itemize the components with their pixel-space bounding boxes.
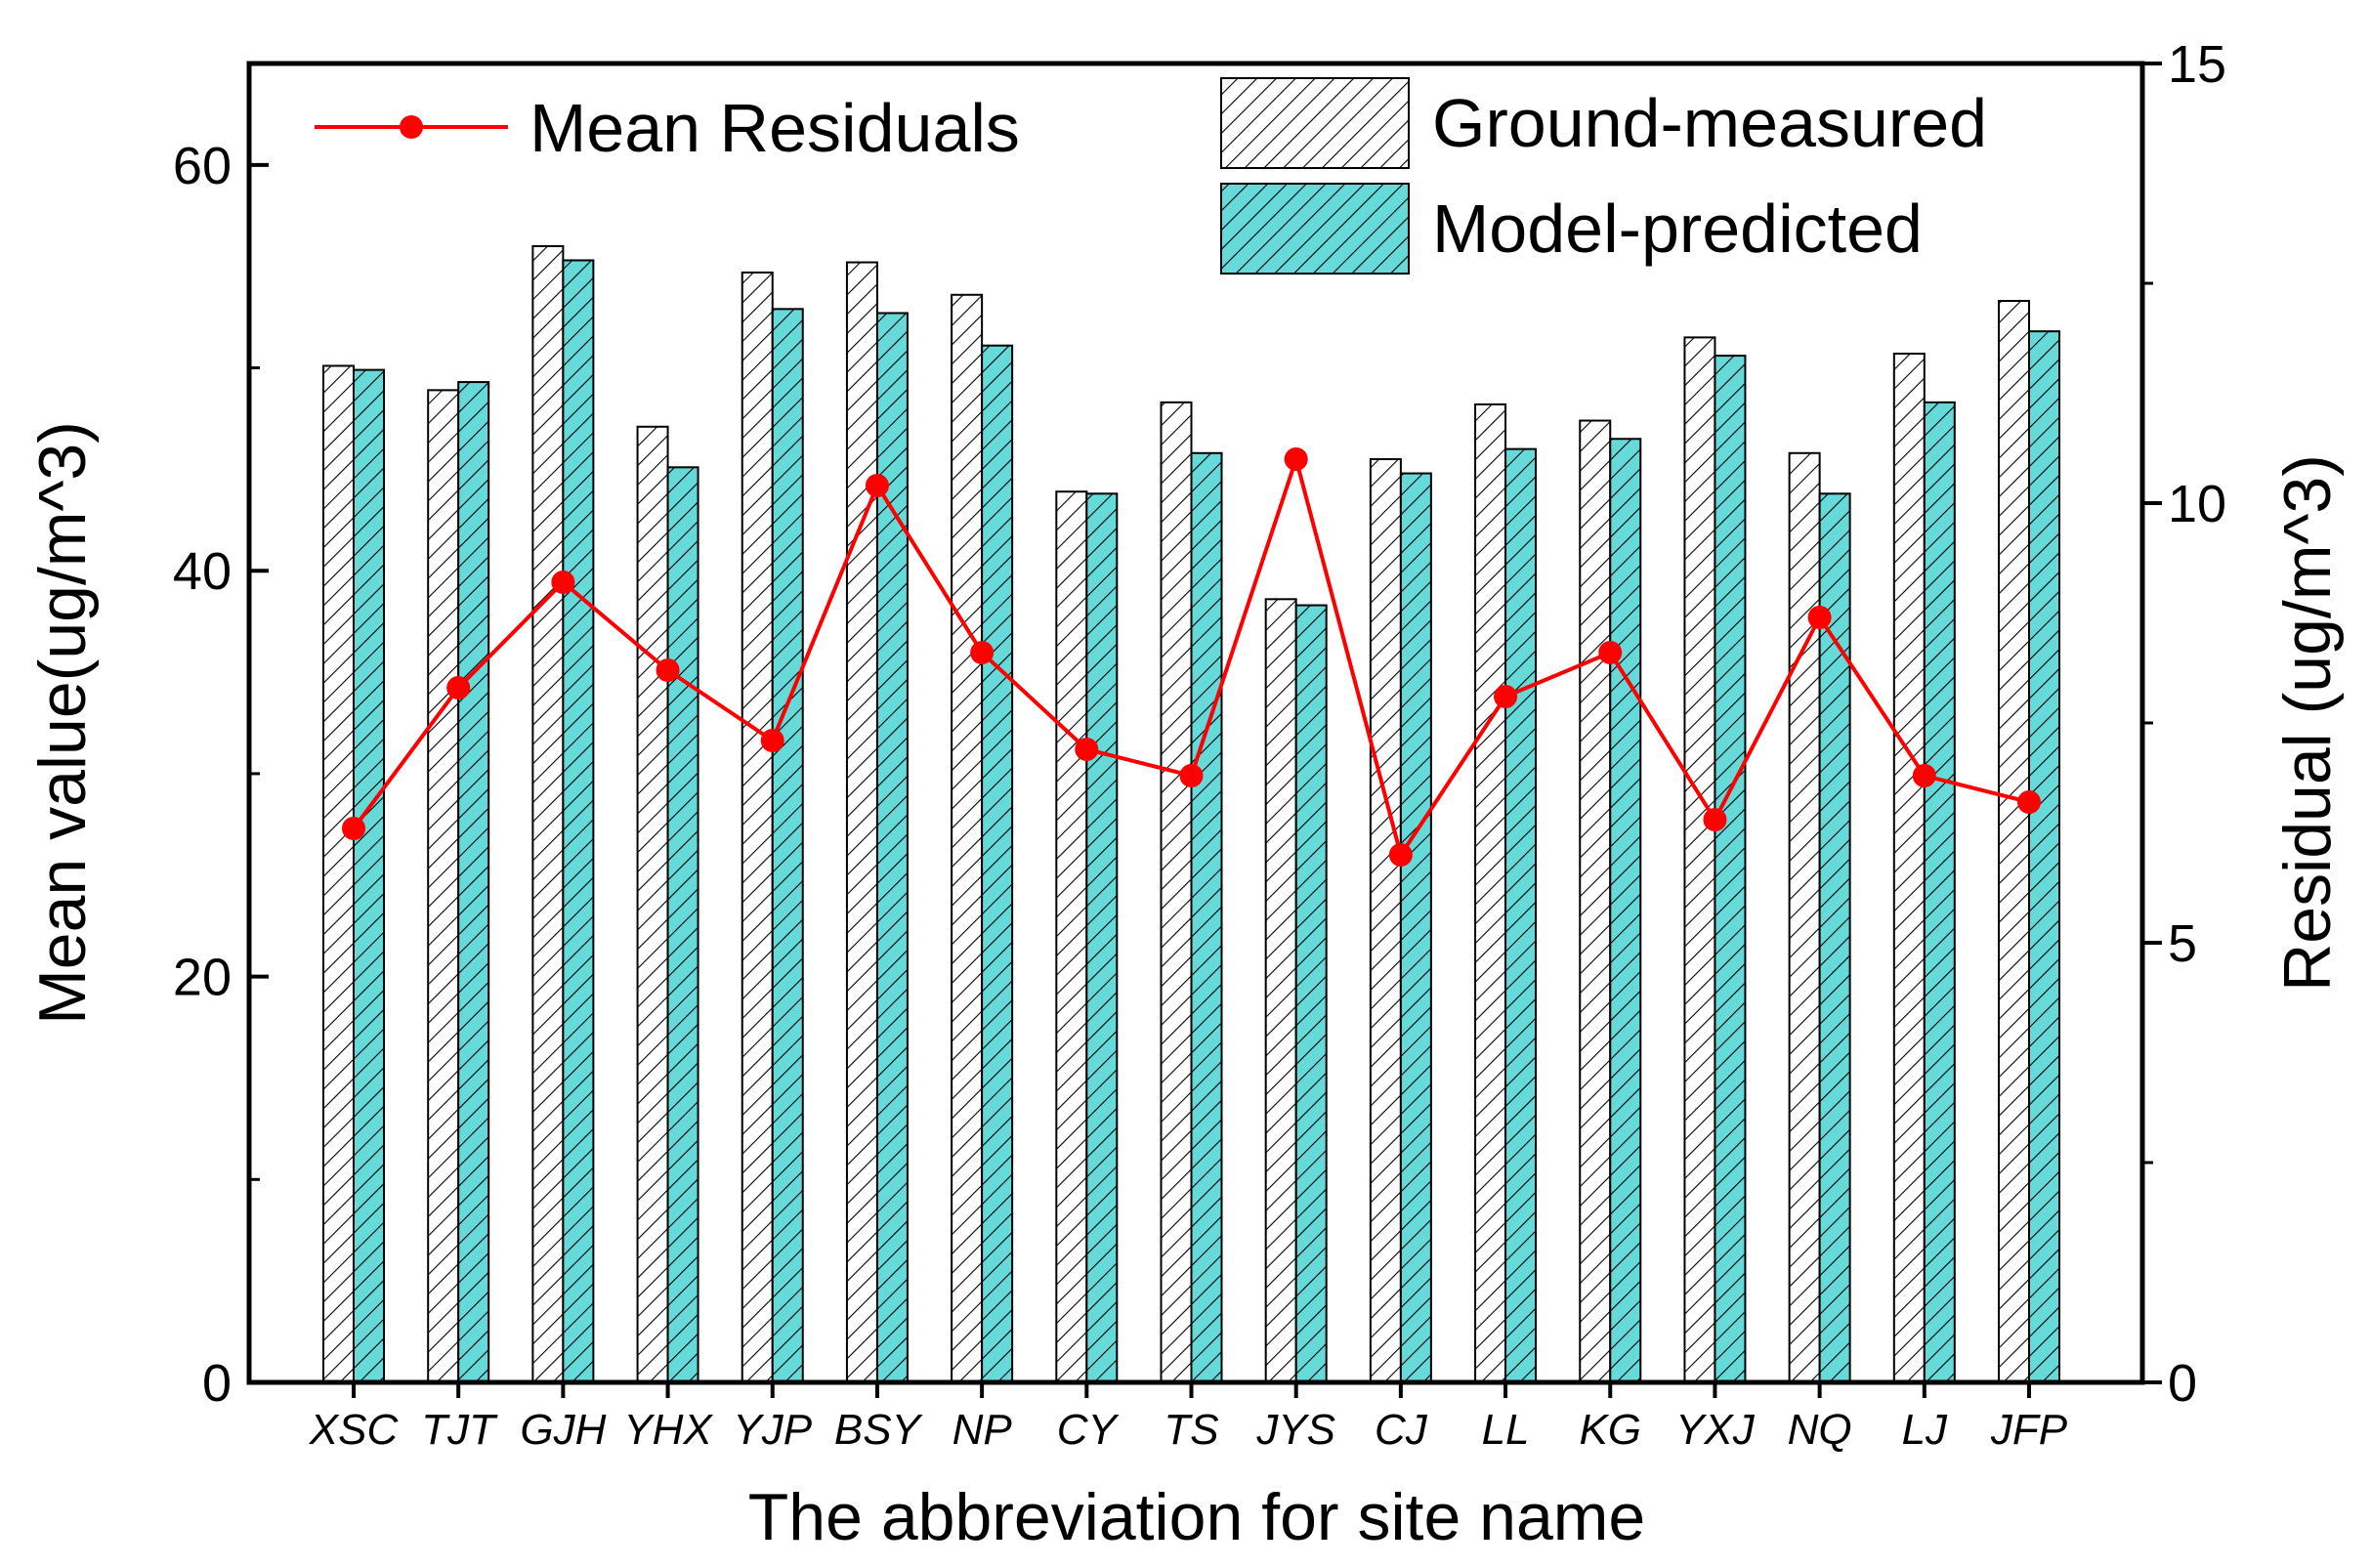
x-tick-label-yhx: YHX <box>623 1406 713 1454</box>
residual-point-xsc <box>342 817 365 840</box>
residual-point-nq <box>1807 606 1832 629</box>
legend-label-model: Model-predicted <box>1432 191 1923 267</box>
residual-point-tjt <box>446 676 471 699</box>
x-tick-label-ll: LL <box>1482 1406 1530 1454</box>
bar-ground-cj <box>1369 458 1402 1383</box>
x-tick-label-yjp: YJP <box>733 1406 812 1454</box>
bar-ground-gjh <box>531 244 565 1383</box>
bar-model-yxj <box>1714 355 1747 1384</box>
bar-ground-tjt <box>427 389 460 1383</box>
bar-ground-yhx <box>636 425 669 1383</box>
bar-model-yhx <box>666 466 699 1383</box>
bar-ground-ts <box>1160 401 1193 1384</box>
residual-line-layer <box>342 447 2041 867</box>
residual-point-yjp <box>760 729 784 752</box>
x-tick-label-kg: KG <box>1579 1406 1641 1454</box>
bar-ground-ll <box>1474 403 1507 1383</box>
residual-point-cy <box>1075 738 1099 761</box>
bar-model-bsy <box>875 312 909 1383</box>
bar-ground-jys <box>1264 598 1297 1383</box>
residual-point-jfp <box>2017 790 2041 814</box>
bar-model-cy <box>1085 492 1119 1383</box>
bar-ground-yxj <box>1683 336 1716 1383</box>
left-tick-label: 20 <box>173 949 232 1007</box>
bar-ground-jfp <box>1998 300 2030 1383</box>
residual-point-ts <box>1179 764 1204 787</box>
right-tick-label: 15 <box>2168 35 2226 94</box>
bar-model-jys <box>1294 604 1328 1383</box>
x-tick-label-tjt: TJT <box>421 1406 498 1454</box>
left-tick-label: 0 <box>202 1354 232 1413</box>
left-tick-label: 40 <box>173 542 232 601</box>
bar-model-kg <box>1609 438 1642 1383</box>
bar-model-tjt <box>457 381 490 1384</box>
x-tick-label-cy: CY <box>1057 1406 1120 1454</box>
residual-point-jys <box>1284 447 1308 471</box>
x-tick-label-yxj: YXJ <box>1675 1406 1756 1454</box>
right-tick-label: 0 <box>2168 1354 2197 1413</box>
residual-point-np <box>970 641 995 664</box>
x-axis-title: The abbreviation for site name <box>748 1480 1646 1554</box>
right-tick-label: 5 <box>2168 914 2197 973</box>
x-tick-label-cj: CJ <box>1375 1406 1428 1454</box>
bars-layer <box>322 244 2060 1384</box>
residual-point-gjh <box>551 571 575 594</box>
legend-label-mean-residuals: Mean Residuals <box>529 90 1020 166</box>
bar-model-lj <box>1923 401 1956 1384</box>
right-axis-ticks: 0 5 10 15 <box>2142 35 2226 1413</box>
bar-ground-yjp <box>741 271 774 1383</box>
x-tick-label-jfp: JFP <box>1990 1406 2068 1454</box>
bar-ground-kg <box>1579 419 1612 1383</box>
bar-ground-bsy <box>845 261 878 1383</box>
legend-marker-swatch <box>400 115 423 139</box>
bar-ground-lj <box>1892 353 1926 1383</box>
residual-point-yhx <box>656 658 680 682</box>
x-tick-label-ts: TS <box>1164 1406 1218 1454</box>
bar-model-yjp <box>771 308 804 1383</box>
bar-ground-nq <box>1788 451 1821 1383</box>
bar-ground-xsc <box>322 364 355 1383</box>
legend-label-ground: Ground-measured <box>1432 85 1987 161</box>
right-tick-label: 10 <box>2168 475 2226 533</box>
bar-model-gjh <box>562 259 595 1383</box>
residual-point-cj <box>1388 843 1413 867</box>
bar-ground-np <box>951 293 984 1383</box>
legend-swatch-model <box>1220 183 1410 275</box>
bar-ground-cy <box>1055 490 1088 1383</box>
right-axis-title: Residual (ug/m^3) <box>2270 454 2345 992</box>
bar-model-jfp <box>2028 330 2060 1384</box>
residual-point-bsy <box>865 474 889 497</box>
residual-point-kg <box>1598 641 1623 664</box>
x-tick-label-nq: NQ <box>1788 1406 1852 1454</box>
legend: Mean Residuals Ground-measured Model-pre… <box>315 77 1987 275</box>
bar-model-cj <box>1399 472 1432 1383</box>
left-axis-title: Mean value(ug/m^3) <box>25 421 100 1025</box>
bar-model-np <box>981 344 1014 1384</box>
bar-model-ts <box>1190 451 1223 1383</box>
left-axis-ticks: 0 20 40 60 <box>173 137 269 1413</box>
residual-point-ll <box>1494 685 1518 708</box>
x-tick-label-lj: LJ <box>1902 1406 1948 1454</box>
residual-point-lj <box>1912 764 1936 787</box>
legend-swatch-ground <box>1220 77 1410 169</box>
bar-model-xsc <box>353 368 385 1384</box>
left-tick-label: 60 <box>173 137 232 195</box>
bar-model-ll <box>1504 447 1538 1384</box>
x-axis-ticks: XSC TJT GJH YHX YJP BSY NP CY TS JYS CJ LL KG YXJ NQ LJ… <box>309 1382 2068 1454</box>
x-tick-label-xsc: XSC <box>309 1406 400 1454</box>
x-tick-label-gjh: GJH <box>520 1406 606 1454</box>
x-tick-label-np: NP <box>953 1406 1013 1454</box>
x-tick-label-jys: JYS <box>1255 1406 1335 1454</box>
x-tick-label-bsy: BSY <box>834 1406 923 1454</box>
residual-point-yxj <box>1703 808 1727 831</box>
